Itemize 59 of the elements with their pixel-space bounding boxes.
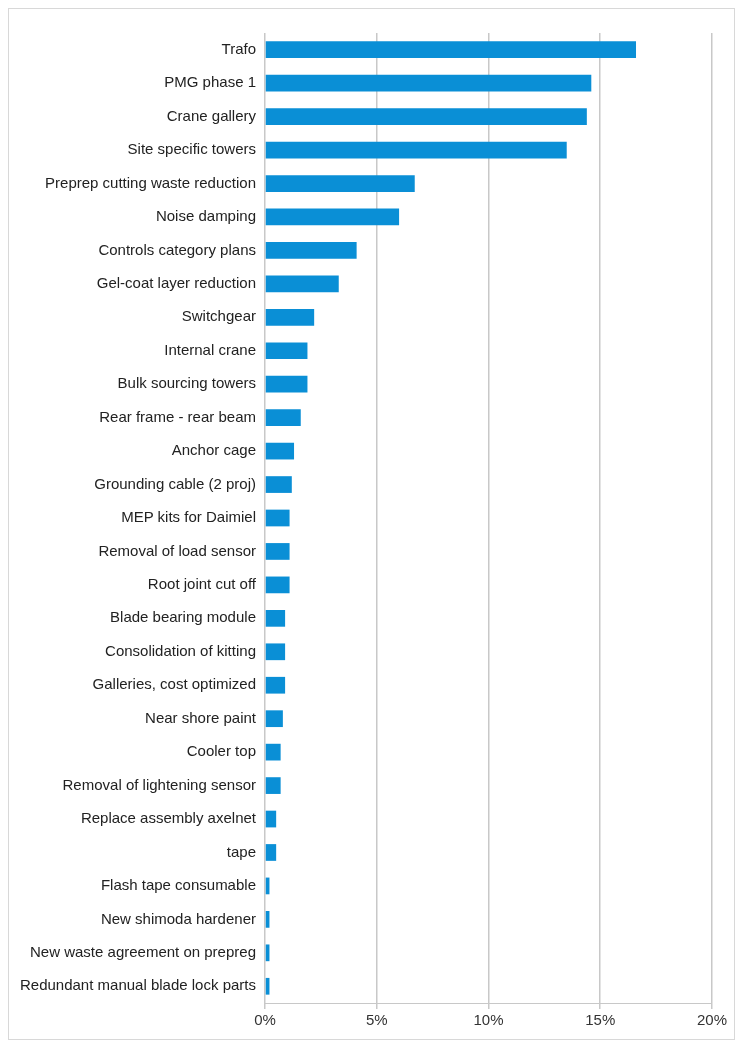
x-tick-label: 0%: [254, 1011, 276, 1029]
bar: [265, 409, 301, 427]
y-tick-label: New waste agreement on prepreg: [30, 942, 256, 960]
y-tick-label: Galleries, cost optimized: [92, 675, 256, 693]
y-tick-label: tape: [226, 842, 256, 860]
bar: [265, 643, 286, 661]
y-tick-label: Site specific towers: [127, 140, 256, 158]
x-tick-label: 5%: [365, 1011, 388, 1029]
y-tick-label: Removal of lightening sensor: [62, 775, 256, 793]
x-tick-label: 10%: [473, 1011, 504, 1029]
y-tick-label: Preprep cutting waste reduction: [45, 173, 256, 191]
y-tick-label: Removal of load sensor: [98, 541, 256, 559]
x-tick-label: 15%: [585, 1011, 616, 1029]
bar: [265, 777, 281, 794]
y-tick-label: Controls category plans: [98, 240, 256, 258]
y-tick-label: Internal crane: [164, 340, 256, 358]
y-tick-label: Redundant manual blade lock parts: [19, 976, 256, 994]
y-tick-label: Flash tape consumable: [100, 876, 256, 894]
bar: [265, 375, 308, 393]
bar: [265, 175, 415, 192]
y-tick-label: Switchgear: [181, 307, 256, 325]
x-tick-label: 20%: [696, 1011, 728, 1029]
bar: [265, 442, 295, 460]
y-tick-label: Rear frame - rear beam: [99, 407, 256, 425]
bar: [265, 242, 357, 259]
bar: [265, 576, 290, 594]
y-tick-label: Blade bearing module: [110, 608, 256, 626]
y-tick-label: PMG phase 1: [164, 73, 256, 91]
y-tick-label: Grounding cable (2 proj): [94, 474, 256, 492]
y-tick-label: Anchor cage: [171, 441, 256, 459]
y-tick-label: New shimoda hardener: [100, 909, 256, 927]
y-tick-label: Crane gallery: [166, 106, 257, 124]
bar: [265, 275, 339, 293]
bar: [265, 810, 277, 828]
bar: [265, 543, 290, 560]
bar: [265, 476, 292, 493]
bar: [265, 609, 286, 627]
bar: [265, 108, 587, 125]
bar: [265, 743, 281, 761]
bar: [265, 710, 283, 728]
y-tick-label: Cooler top: [186, 742, 256, 760]
y-tick-label: MEP kits for Daimiel: [121, 508, 256, 526]
y-tick-label: Replace assembly axelnet: [80, 809, 257, 827]
bar: [265, 844, 277, 861]
bar: [265, 74, 592, 92]
bar: [265, 509, 290, 527]
bar: [265, 308, 315, 326]
bar: [265, 41, 637, 59]
y-tick-label: Gel-coat layer reduction: [96, 274, 256, 291]
y-tick-label: Bulk sourcing towers: [117, 374, 256, 392]
y-tick-label: Consolidation of kitting: [105, 641, 256, 659]
y-tick-label: Near shore paint: [145, 708, 257, 726]
y-tick-label: Noise damping: [155, 207, 256, 225]
y-tick-label: Root joint cut off: [147, 575, 257, 593]
bar: [265, 141, 567, 159]
bar: [265, 208, 400, 226]
y-tick-label: Trafo: [221, 39, 256, 57]
bar: [265, 676, 286, 694]
bar: [265, 342, 308, 360]
